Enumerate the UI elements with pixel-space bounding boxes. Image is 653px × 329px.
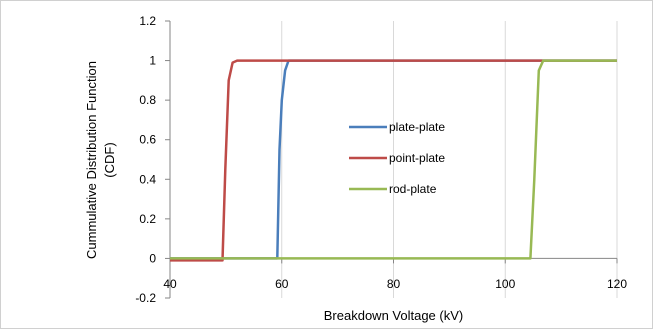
series-line-point-plate — [170, 59, 617, 262]
x-tick-label: 40 — [163, 277, 177, 291]
x-tick-label: 120 — [607, 277, 627, 291]
y-tick-label: 1.2 — [139, 14, 156, 28]
legend-label: point-plate — [389, 151, 445, 165]
y-tick-label: 0.2 — [139, 212, 156, 226]
y-tick-label: 0.4 — [139, 172, 156, 186]
x-axis-title: Breakdown Voltage (kV) — [324, 308, 463, 323]
y-tick-label: 0.8 — [139, 93, 156, 107]
y-axis-title-line1: Cummulative Distribution Function — [84, 61, 99, 259]
y-axis-title-line2: (CDF) — [102, 142, 117, 177]
x-tick-label: 80 — [387, 277, 401, 291]
x-tick-label: 60 — [275, 277, 289, 291]
series-line-rod-plate — [170, 59, 617, 260]
y-tick-label: 1 — [149, 54, 156, 68]
y-tick-label: 0 — [149, 251, 156, 265]
y-tick-label: -0.2 — [135, 291, 156, 305]
legend-label: rod-plate — [389, 182, 437, 196]
x-tick-label: 100 — [495, 277, 515, 291]
y-tick-label: 0.6 — [139, 133, 156, 147]
legend-label: plate-plate — [389, 120, 445, 134]
